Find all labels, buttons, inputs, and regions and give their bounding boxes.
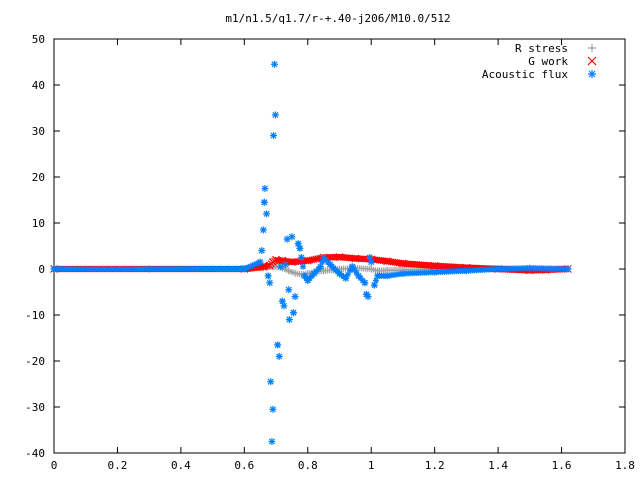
legend-label: R stress xyxy=(515,42,568,55)
y-tick-label: 30 xyxy=(32,125,45,138)
data-point xyxy=(320,267,328,275)
data-point xyxy=(320,254,328,261)
x-tick-label: 1.8 xyxy=(615,459,635,472)
data-point xyxy=(291,269,299,277)
legend-marker xyxy=(587,56,597,66)
y-tick-label: -30 xyxy=(25,401,45,414)
data-point xyxy=(383,257,392,266)
data-point xyxy=(296,244,304,252)
data-point xyxy=(431,268,439,276)
data-point xyxy=(267,378,275,386)
y-tick-label: 50 xyxy=(32,33,45,46)
x-tick-label: 0.6 xyxy=(234,459,254,472)
data-point xyxy=(301,272,309,280)
data-point xyxy=(271,111,279,119)
legend-label: Acoustic flux xyxy=(482,68,568,81)
data-point xyxy=(430,261,439,270)
data-point xyxy=(367,258,375,266)
x-tick-label: 0.2 xyxy=(108,459,128,472)
axes: 0 0.2 0.4 0.6 0.8 1 1.2 1.4 1.6 1.8 -40 -30 -20 -10 0 1… xyxy=(25,33,635,472)
data-point xyxy=(272,255,280,264)
y-tick-label: 40 xyxy=(32,79,45,92)
data-point xyxy=(399,259,407,268)
y-tick-label: 10 xyxy=(32,217,45,230)
data-point xyxy=(383,272,391,280)
data-point xyxy=(494,265,502,273)
data-point xyxy=(268,438,276,445)
data-point xyxy=(300,263,307,270)
data-point xyxy=(269,405,277,413)
data-point xyxy=(260,198,268,206)
x-tick-label: 1 xyxy=(368,459,375,472)
x-tick-label: 1.6 xyxy=(552,459,572,472)
data-point xyxy=(259,262,268,271)
data-point xyxy=(266,279,274,287)
y-tick-label: -10 xyxy=(25,309,45,322)
data-point xyxy=(526,264,534,272)
data-point xyxy=(364,293,372,301)
data-point xyxy=(256,258,264,266)
data-point xyxy=(285,267,293,275)
data-point xyxy=(370,281,378,289)
data-point xyxy=(270,132,278,140)
x-tick-label: 0.8 xyxy=(298,459,318,472)
data-point xyxy=(297,254,305,261)
data-point xyxy=(342,274,350,282)
data-point xyxy=(355,272,363,280)
data-point xyxy=(258,247,266,255)
y-tick-label: 0 xyxy=(38,263,45,276)
data-point xyxy=(240,265,248,273)
data-point xyxy=(280,302,288,310)
x-tick-label: 1.2 xyxy=(425,459,445,472)
legend-label: G work xyxy=(528,55,568,68)
data-point xyxy=(285,316,293,324)
data-point xyxy=(290,309,298,317)
data-point xyxy=(288,233,296,241)
data-point xyxy=(145,265,153,273)
y-tick-label: -40 xyxy=(25,447,45,460)
y-tick-label: 20 xyxy=(32,171,45,184)
data-point xyxy=(291,293,299,301)
plot-frame xyxy=(53,38,626,454)
data-point xyxy=(351,254,360,263)
data-point xyxy=(282,260,290,268)
data-point xyxy=(326,260,334,268)
data-point xyxy=(50,265,58,273)
series-acoustic-flux xyxy=(50,60,572,445)
y-tick-label: -20 xyxy=(25,355,45,368)
data-point xyxy=(374,272,382,280)
data-point xyxy=(275,352,283,360)
data-point xyxy=(287,258,296,267)
data-point xyxy=(303,256,312,265)
data-point xyxy=(399,270,407,278)
legend-marker xyxy=(588,44,596,52)
x-tick-label: 0.4 xyxy=(171,459,191,472)
x-tick-label: 0 xyxy=(51,459,58,472)
data-point xyxy=(367,265,375,273)
data-point xyxy=(261,185,269,192)
chart-title: m1/n1.5/q1.7/r-+.40-j206/M10.0/512 xyxy=(225,12,450,25)
data-point xyxy=(335,253,344,261)
data-point xyxy=(285,286,293,294)
data-point xyxy=(348,263,356,271)
data-point xyxy=(316,263,324,271)
data-point xyxy=(304,277,312,284)
legend-marker xyxy=(588,70,596,78)
data-point xyxy=(310,270,318,278)
data-point xyxy=(564,265,572,273)
data-point xyxy=(270,60,278,68)
data-point xyxy=(264,272,272,280)
data-point xyxy=(462,267,470,275)
data-point xyxy=(274,341,282,349)
data-point xyxy=(263,210,271,218)
data-marks xyxy=(50,60,572,445)
x-tick-label: 1.4 xyxy=(488,459,508,472)
data-point xyxy=(361,279,369,287)
data-point xyxy=(336,270,343,278)
data-point xyxy=(259,226,267,234)
